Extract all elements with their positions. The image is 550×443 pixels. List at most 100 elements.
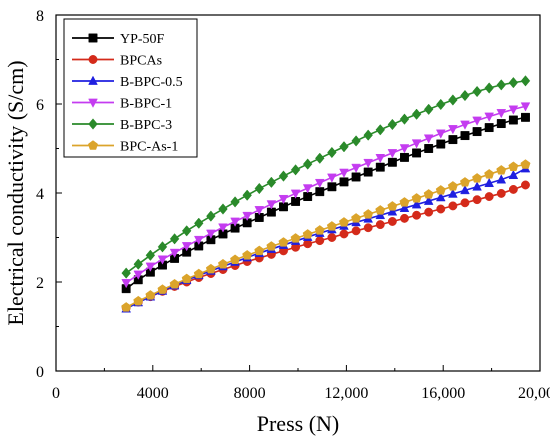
bpc-as-1-point-5	[181, 273, 192, 284]
bpcas-point-27	[448, 201, 458, 211]
b-bpc-1-point-22	[387, 149, 398, 159]
legend: YP-50F BPCAs B-BPC-0.5 B-BPC-1 B-BPC-3 BPC-As…	[63, 18, 198, 158]
bpcas-point-19	[351, 226, 361, 236]
legend-bpcas-point-0	[88, 55, 98, 64]
b-bpc-3-point-11	[254, 182, 265, 195]
bpcas-point-23	[400, 213, 409, 223]
bpc-as-1-point-6	[193, 268, 204, 279]
b-bpc-3-point-20	[363, 129, 373, 141]
b-bpc-1-point-8	[218, 223, 228, 233]
yp-50f-point-30	[484, 123, 494, 133]
bpc-as-1-point-1	[133, 295, 144, 306]
bpc-as-1-point-11	[254, 245, 265, 256]
b-bpc-3-point-26	[436, 98, 446, 111]
b-bpc-3-point-2	[145, 249, 156, 261]
b-bpc-3-point-14	[290, 164, 301, 176]
bpc-as-1-point-14	[290, 233, 301, 243]
yp-50f-point-20	[363, 167, 373, 177]
bpc-as-1-point-33	[520, 159, 531, 169]
b-bpc-3-point-25	[423, 103, 434, 115]
yp-50f-point-11	[254, 213, 264, 222]
b-bpc-1-point-17	[327, 173, 337, 183]
b-bpc-3-point-3	[157, 241, 168, 253]
bpcas-point-28	[460, 198, 470, 208]
series-line-bpc-as-1	[125, 163, 526, 309]
series-line-b-bpc-0-5	[125, 167, 526, 310]
bpc-as-1-point-22	[387, 201, 398, 211]
b-bpc-3-point-6	[194, 217, 204, 229]
yp-50f-point-24	[412, 148, 422, 158]
bpcas-point-18	[339, 229, 349, 239]
bpc-as-1-point-13	[278, 237, 289, 247]
bpc-as-1-point-8	[217, 258, 228, 269]
bpc-as-1-point-23	[399, 197, 410, 207]
yp-50f-point-28	[460, 131, 470, 141]
b-bpc-0-5-point-26	[435, 192, 446, 202]
legend-label-bpcas: BPCAs	[120, 54, 162, 69]
yp-50f-point-26	[436, 139, 446, 149]
bpcas-point-32	[508, 184, 518, 194]
legend-label-b-bpc-3: B-BPC-3	[120, 118, 172, 133]
bpc-as-1-point-27	[447, 181, 458, 191]
legend-label-yp-50f: YP-50F	[120, 32, 165, 47]
x-axis-title: Press (N)	[257, 411, 340, 436]
series-line-yp-50f	[125, 116, 526, 290]
bpcas-point-29	[472, 195, 482, 205]
yp-50f-point-25	[424, 144, 434, 153]
bpc-as-1-point-4	[169, 278, 180, 289]
y-tick-label-4: 8	[36, 8, 44, 25]
y-tick-label-0: 0	[36, 364, 44, 381]
legend-bpc-as-1-point-0	[87, 140, 99, 150]
x-tick-label-4: 16,000	[421, 385, 465, 402]
b-bpc-3-point-23	[399, 113, 410, 125]
b-bpc-1-point-13	[278, 194, 289, 205]
b-bpc-3-point-13	[278, 170, 289, 182]
b-bpc-3-point-21	[375, 124, 386, 136]
bpc-as-1-point-32	[508, 161, 519, 171]
bpcas-point-26	[436, 204, 446, 214]
bpc-as-1-point-28	[459, 177, 470, 187]
b-bpc-3-point-17	[327, 146, 337, 159]
b-bpc-3-point-18	[339, 141, 349, 153]
bpc-as-1-point-19	[351, 213, 362, 223]
b-bpc-0-5-point-27	[448, 188, 458, 198]
b-bpc-3-point-28	[460, 89, 470, 102]
bpc-as-1-point-31	[496, 165, 507, 175]
b-bpc-3-point-32	[508, 77, 519, 89]
bpc-as-1-point-26	[435, 185, 446, 195]
b-bpc-1-point-14	[290, 189, 301, 199]
yp-50f-point-23	[400, 152, 409, 162]
x-tick-label-5: 20,000	[518, 385, 550, 402]
b-bpc-1-point-16	[314, 178, 325, 189]
b-bpc-1-point-25	[423, 134, 434, 144]
b-bpc-1-point-9	[230, 217, 240, 227]
y-tick-label-1: 2	[36, 275, 44, 292]
b-bpc-3-point-29	[472, 85, 482, 98]
b-bpc-3-point-12	[266, 176, 277, 188]
legend-label-b-bpc-0-5: B-BPC-0.5	[120, 75, 183, 90]
b-bpc-3-point-24	[411, 108, 422, 120]
b-bpc-1-point-28	[460, 120, 470, 130]
yp-50f-point-10	[242, 218, 252, 228]
bpcas-point-17	[327, 233, 337, 242]
bpcas-point-30	[484, 192, 494, 202]
b-bpc-3-point-10	[242, 189, 252, 201]
b-bpc-3-point-15	[302, 158, 313, 170]
ticks-layer: 0 4000 8000 12,000 16,000 20,000 0 2 4 6 8	[36, 8, 550, 402]
b-bpc-3-point-19	[351, 135, 361, 147]
yp-50f-point-32	[508, 115, 518, 125]
y-axis-title: Electrical conductivity (S/cm)	[3, 60, 28, 325]
bpc-as-1-point-9	[230, 254, 241, 265]
b-bpc-0-5-point-32	[508, 169, 519, 180]
legend-b-bpc-0-5-point-0	[88, 75, 98, 85]
series-b-bpc-3	[121, 75, 531, 279]
b-bpc-1-point-27	[448, 125, 458, 135]
b-bpc-0-5-point-21	[375, 209, 386, 220]
b-bpc-3-point-30	[484, 82, 494, 94]
series-line-b-bpc-1	[125, 105, 526, 284]
b-bpc-3-point-0	[121, 267, 131, 279]
series-yp-50f	[121, 112, 530, 294]
b-bpc-1-point-32	[508, 105, 519, 115]
b-bpc-1-point-4	[169, 248, 180, 258]
